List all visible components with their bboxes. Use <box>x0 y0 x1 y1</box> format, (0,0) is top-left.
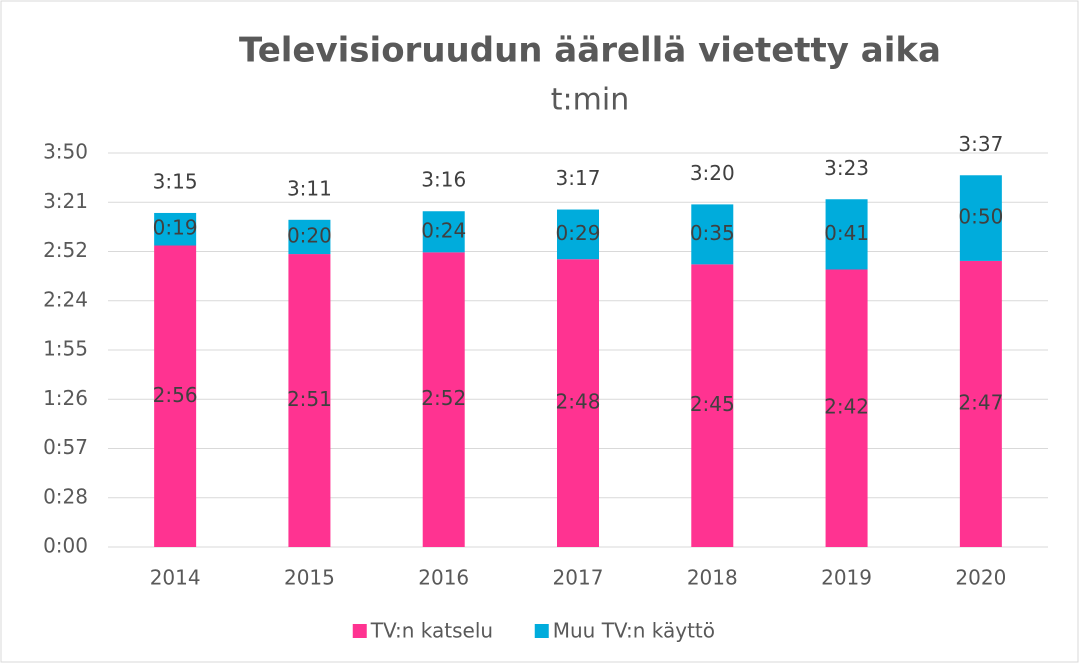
legend-swatch <box>352 624 367 638</box>
bar-segment <box>691 264 734 547</box>
x-tick-label: 2020 <box>955 566 1006 590</box>
y-tick-label: 0:28 <box>43 484 88 508</box>
data-label: 2:48 <box>556 390 601 414</box>
bar-segment <box>557 209 599 260</box>
x-tick-label: 2014 <box>150 566 201 590</box>
data-label: 0:19 <box>153 216 198 240</box>
bar-segment <box>422 211 465 253</box>
bar-segment <box>959 175 1002 261</box>
x-tick-label: 2019 <box>821 566 872 590</box>
bar-segment <box>154 245 197 548</box>
x-tick-label: 2017 <box>553 566 604 590</box>
total-label: 3:15 <box>153 169 198 193</box>
bar-segment <box>288 254 331 547</box>
y-tick-label: 2:24 <box>43 287 88 311</box>
x-tick-label: 2018 <box>687 566 738 590</box>
bar-segment <box>959 260 1002 547</box>
y-tick-label: 0:57 <box>43 435 88 459</box>
bar-segment <box>557 259 599 547</box>
data-label: 2:42 <box>824 395 869 419</box>
data-label: 2:51 <box>287 387 332 411</box>
data-label: 0:24 <box>421 218 466 242</box>
bar-segment <box>288 219 331 255</box>
total-label: 3:23 <box>824 156 869 180</box>
y-tick-label: 2:52 <box>43 238 88 262</box>
chart-title: Televisioruudun äärellä vietetty aika <box>239 31 941 71</box>
chart-subtitle: t:min <box>551 83 629 118</box>
total-label: 3:37 <box>958 132 1003 156</box>
bar-segment <box>422 252 465 548</box>
legend-label: Muu TV:n käyttö <box>553 619 715 643</box>
y-tick-label: 1:26 <box>43 386 88 410</box>
bar-segment <box>825 199 868 270</box>
total-label: 3:17 <box>556 166 601 190</box>
y-tick-label: 3:50 <box>43 140 88 164</box>
data-label: 0:35 <box>690 221 735 245</box>
x-tick-label: 2015 <box>284 566 335 590</box>
data-label: 2:45 <box>690 392 735 416</box>
data-label: 2:52 <box>421 386 466 410</box>
data-label: 2:56 <box>153 383 198 407</box>
total-label: 3:20 <box>690 161 735 185</box>
bar-segment <box>154 212 197 246</box>
data-label: 0:20 <box>287 223 332 247</box>
bar-segment <box>825 269 868 547</box>
data-label: 2:47 <box>958 390 1003 414</box>
legend-swatch <box>534 624 549 638</box>
y-tick-label: 3:21 <box>43 189 88 213</box>
y-tick-label: 0:00 <box>43 534 88 558</box>
legend-label: TV:n katselu <box>370 619 493 643</box>
bar-segment <box>691 204 734 265</box>
total-label: 3:16 <box>421 168 466 192</box>
y-tick-label: 1:55 <box>43 337 88 361</box>
data-label: 0:41 <box>824 221 869 245</box>
data-label: 0:29 <box>556 221 601 245</box>
total-label: 3:11 <box>287 176 332 200</box>
x-tick-label: 2016 <box>418 566 469 590</box>
data-label: 0:50 <box>958 205 1003 229</box>
